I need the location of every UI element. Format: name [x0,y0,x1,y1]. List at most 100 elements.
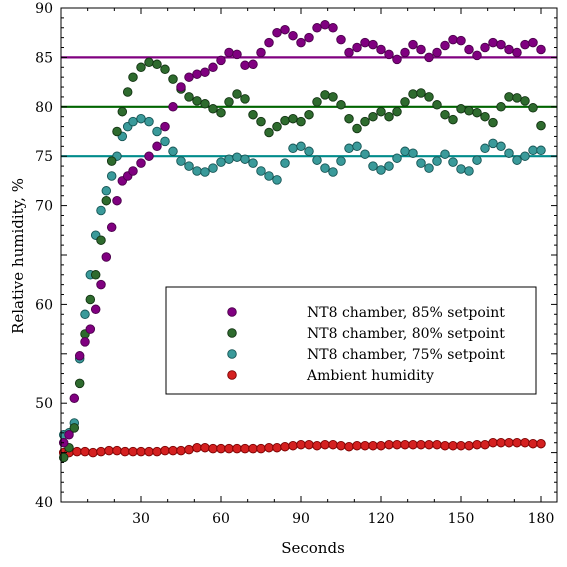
data-point-series-2-23 [208,163,218,173]
data-point-series-0-48 [408,39,418,50]
y-tick-label: 70 [35,199,53,215]
data-point-series-0-6 [90,304,101,315]
data-point-series-2-47 [400,146,410,157]
data-point-series-1-37 [320,90,330,100]
data-point-series-3-4 [88,447,98,458]
data-point-series-1-2 [69,423,80,433]
data-point-series-3-57 [512,437,522,448]
data-point-series-2-15 [144,116,154,127]
data-point-series-0-28 [248,59,258,70]
data-point-series-3-45 [416,439,426,450]
data-point-series-2-40 [344,143,354,154]
data-point-series-1-3 [74,378,85,389]
data-point-series-1-39 [336,100,346,110]
y-tick-label: 90 [35,1,53,17]
y-tick-label: 40 [35,495,53,511]
data-point-series-1-31 [272,121,282,132]
data-point-series-0-58 [488,37,498,48]
data-point-series-2-42 [360,149,370,159]
data-point-series-0-49 [416,44,426,55]
data-point-series-2-45 [384,161,394,171]
data-point-series-2-64 [536,145,546,156]
data-point-series-1-56 [472,107,482,118]
data-point-series-1-9 [106,156,117,166]
data-point-series-0-59 [496,39,506,50]
data-point-series-3-56 [504,437,514,448]
data-point-series-3-54 [488,437,498,448]
legend-label-2: NT8 chamber, 75% setpoint [307,347,505,363]
data-markers [58,20,546,463]
data-point-series-3-15 [176,445,186,456]
data-point-series-0-47 [400,47,410,58]
data-point-series-0-60 [504,44,514,55]
data-point-series-1-5 [85,294,96,305]
data-point-series-1-26 [232,89,242,99]
data-point-series-2-7 [96,205,106,216]
data-point-series-2-19 [176,156,186,166]
data-point-series-2-31 [272,175,282,185]
data-point-series-1-17 [160,64,170,75]
data-point-series-0-9 [106,222,117,233]
data-point-series-3-8 [120,446,130,457]
data-point-series-2-20 [184,161,194,171]
data-point-series-2-33 [288,143,298,154]
data-point-series-3-25 [256,443,266,454]
data-point-series-1-25 [224,97,234,107]
data-point-series-1-15 [144,57,154,68]
data-point-series-3-19 [208,443,218,454]
data-point-series-0-29 [256,47,266,58]
data-point-series-3-43 [400,439,410,450]
data-point-series-3-36 [344,441,354,452]
data-point-series-3-28 [280,441,290,452]
data-point-series-3-44 [408,439,418,450]
data-point-series-3-17 [192,442,202,453]
data-point-series-3-33 [320,439,330,450]
data-point-series-0-38 [328,23,338,33]
data-point-series-0-16 [152,141,162,152]
data-point-series-2-63 [528,145,538,156]
data-point-series-3-40 [376,440,386,451]
data-point-series-0-10 [112,195,122,206]
data-point-series-3-24 [248,443,258,454]
data-point-series-0-41 [352,42,362,53]
data-point-series-2-56 [472,155,482,165]
data-point-series-1-20 [184,92,194,102]
data-point-series-2-46 [392,153,402,163]
data-point-series-0-50 [424,52,434,63]
data-point-series-2-13 [128,116,138,127]
data-point-series-1-6 [90,270,101,280]
data-point-series-3-42 [392,439,402,450]
data-point-series-0-15 [144,151,154,161]
legend-label-3: Ambient humidity [306,368,434,384]
data-point-series-0-35 [304,32,314,43]
data-point-series-0-43 [368,39,378,50]
data-point-series-0-37 [320,20,330,30]
data-point-series-1-40 [344,113,354,124]
data-point-series-3-41 [384,439,394,450]
data-point-series-1-23 [208,104,218,114]
data-point-series-1-12 [122,87,133,97]
data-point-series-2-58 [488,138,498,149]
data-point-series-2-36 [312,155,322,165]
data-point-series-0-33 [288,30,298,41]
data-point-series-3-5 [96,446,106,457]
data-point-series-3-7 [112,445,122,456]
data-point-series-1-62 [520,96,530,106]
data-point-series-0-55 [464,44,474,55]
x-tick-label: 180 [528,511,555,527]
data-point-series-2-43 [368,161,378,171]
data-point-series-1-47 [400,97,410,107]
data-point-series-3-10 [136,446,146,457]
data-point-series-2-59 [496,141,506,152]
data-point-series-0-42 [360,37,370,48]
data-point-series-3-52 [472,439,482,450]
x-tick-label: 30 [132,511,150,527]
data-point-series-1-54 [456,104,466,114]
data-point-series-1-7 [96,235,106,245]
data-point-series-2-17 [160,136,170,147]
data-point-series-3-47 [432,439,442,450]
data-point-series-0-31 [272,27,282,38]
x-axis-title: Seconds [281,539,345,557]
data-point-series-0-27 [240,60,250,71]
